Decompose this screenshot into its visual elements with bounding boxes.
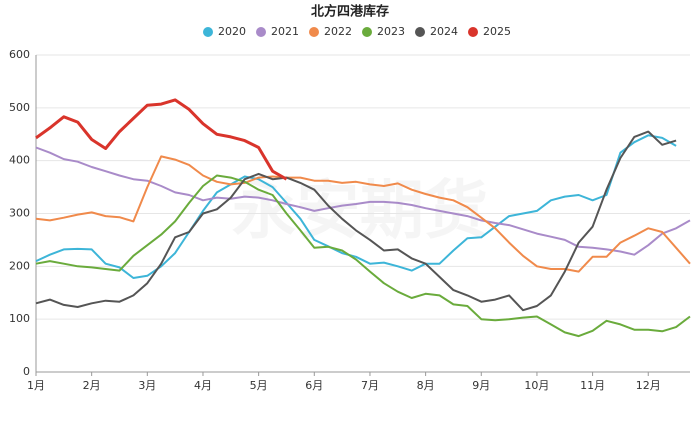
y-tick-label: 300: [9, 207, 30, 220]
y-tick-label: 400: [9, 154, 30, 167]
series-line: [35, 155, 691, 273]
legend-marker: [415, 27, 425, 37]
x-tick-label: 11月: [580, 379, 605, 392]
x-tick-label: 4月: [194, 379, 212, 392]
legend-label: 2022: [324, 25, 352, 38]
series-line: [35, 130, 677, 312]
legend-marker: [309, 27, 319, 37]
y-tick-label: 0: [23, 365, 30, 378]
y-tick-label: 100: [9, 312, 30, 325]
series-line: [35, 174, 691, 338]
legend-marker: [362, 27, 372, 37]
legend-label: 2025: [483, 25, 511, 38]
x-tick-label: 8月: [417, 379, 435, 392]
x-tick-label: 5月: [250, 379, 268, 392]
series-line: [35, 134, 677, 279]
legend-marker: [468, 27, 478, 37]
series-line: [35, 98, 288, 181]
x-tick-label: 6月: [305, 379, 323, 392]
y-tick-label: 500: [9, 101, 30, 114]
x-tick-label: 2月: [83, 379, 101, 392]
x-tick-label: 10月: [524, 379, 549, 392]
legend-marker: [256, 27, 266, 37]
legend-label: 2021: [271, 25, 299, 38]
chart-title: 北方四港库存: [311, 4, 389, 20]
x-tick-label: 1月: [27, 379, 45, 392]
series-line: [35, 146, 691, 256]
x-tick-label: 3月: [138, 379, 156, 392]
y-tick-label: 200: [9, 259, 30, 272]
y-tick-label: 600: [9, 48, 30, 61]
x-tick-label: 9月: [472, 379, 490, 392]
x-tick-label: 12月: [636, 379, 661, 392]
legend-label: 2024: [430, 25, 458, 38]
legend-label: 2023: [377, 25, 405, 38]
x-tick-label: 7月: [361, 379, 379, 392]
legend-label: 2020: [218, 25, 246, 38]
legend-marker: [203, 27, 213, 37]
